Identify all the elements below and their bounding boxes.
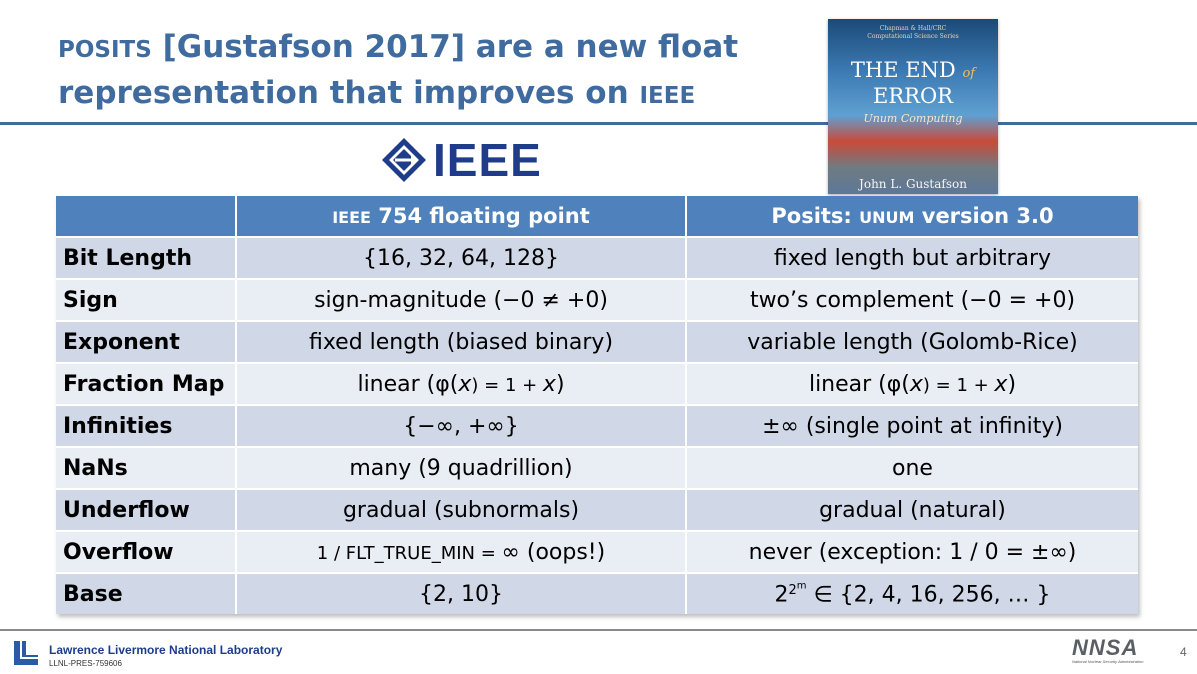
row-label: Overflow: [56, 530, 237, 573]
title-posits: POSITS: [58, 37, 152, 63]
ieee-cell: fixed length (biased binary): [236, 320, 687, 363]
book-series: Chapman & Hall/CRC Computational Science …: [867, 25, 959, 40]
document-code: LLNL-PRES-759606: [49, 659, 122, 668]
row-label: Fraction Map: [56, 362, 237, 405]
comparison-table: IEEE 754 floating point Posits: UNUM ver…: [56, 196, 1138, 614]
title-part-3: representation that improves on: [58, 75, 640, 111]
nnsa-word: NNSA: [1072, 635, 1139, 660]
ieee-logo-text: IEEE: [433, 134, 542, 186]
posit-cell: linear (φ(x) = 1 + x): [686, 362, 1138, 405]
table-row: Infinities {−∞, +∞} ±∞ (single point at …: [56, 404, 1138, 447]
nnsa-logo: NNSA National Nuclear Security Administr…: [1072, 637, 1164, 667]
title-ieee: IEEE: [639, 83, 696, 109]
ieee-diamond-icon: [382, 138, 426, 182]
nnsa-tagline: National Nuclear Security Administration: [1072, 659, 1144, 664]
table-row: NaNs many (9 quadrillion) one: [56, 446, 1138, 489]
posit-cell: gradual (natural): [686, 488, 1138, 531]
lab-name: Lawrence Livermore National Laboratory: [49, 643, 283, 657]
table-row: Exponent fixed length (biased binary) va…: [56, 320, 1138, 363]
book-cover: Chapman & Hall/CRC Computational Science …: [828, 19, 998, 194]
row-label: Base: [56, 572, 237, 614]
row-label: NaNs: [56, 446, 237, 489]
header-empty: [56, 196, 237, 237]
row-label: Infinities: [56, 404, 237, 447]
posit-cell: two’s complement (−0 = +0): [686, 278, 1138, 321]
posit-cell: variable length (Golomb-Rice): [686, 320, 1138, 363]
ieee-cell: sign-magnitude (−0 ≠ +0): [236, 278, 687, 321]
ieee-cell: many (9 quadrillion): [236, 446, 687, 489]
ieee-cell: 1 / FLT_TRUE_MIN = ∞ (oops!): [236, 530, 687, 573]
header-ieee: IEEE 754 floating point: [236, 196, 687, 237]
row-label: Exponent: [56, 320, 237, 363]
row-label: Sign: [56, 278, 237, 321]
title-rule: [0, 122, 1197, 125]
table-row: Bit Length {16, 32, 64, 128} fixed lengt…: [56, 236, 1138, 279]
ieee-cell: gradual (subnormals): [236, 488, 687, 531]
row-label: Bit Length: [56, 236, 237, 279]
posit-cell: ±∞ (single point at infinity): [686, 404, 1138, 447]
posit-cell: never (exception: 1 / 0 = ±∞): [686, 530, 1138, 573]
table-row: Sign sign-magnitude (−0 ≠ +0) two’s comp…: [56, 278, 1138, 321]
posit-cell: one: [686, 446, 1138, 489]
posit-cell: 22m ∈ {2, 4, 16, 256, … }: [686, 572, 1138, 614]
table-row: Fraction Map linear (φ(x) = 1 + x) linea…: [56, 362, 1138, 405]
table-header-row: IEEE 754 floating point Posits: UNUM ver…: [56, 196, 1138, 237]
posit-cell: fixed length but arbitrary: [686, 236, 1138, 279]
table-row: Underflow gradual (subnormals) gradual (…: [56, 488, 1138, 531]
title-part-2: [Gustafson 2017] are a new float: [151, 29, 739, 65]
book-title: THE END of ERROR: [850, 58, 976, 108]
book-subtitle: Unum Computing: [863, 112, 963, 125]
table-row: Base {2, 10} 22m ∈ {2, 4, 16, 256, … }: [56, 572, 1138, 614]
ieee-cell: linear (φ(x) = 1 + x): [236, 362, 687, 405]
row-label: Underflow: [56, 488, 237, 531]
llnl-logo-icon: [14, 641, 38, 665]
book-author: John L. Gustafson: [859, 177, 967, 191]
ieee-cell: {16, 32, 64, 128}: [236, 236, 687, 279]
header-posits: Posits: UNUM version 3.0: [686, 196, 1138, 237]
slide-title: POSITS [Gustafson 2017] are a new float …: [58, 26, 798, 118]
page-number: 4: [1180, 645, 1187, 659]
footer-rule: [0, 629, 1197, 631]
ieee-logo: IEEE: [381, 134, 542, 186]
ieee-cell: {2, 10}: [236, 572, 687, 614]
ieee-cell: {−∞, +∞}: [236, 404, 687, 447]
table-row: Overflow 1 / FLT_TRUE_MIN = ∞ (oops!) ne…: [56, 530, 1138, 573]
